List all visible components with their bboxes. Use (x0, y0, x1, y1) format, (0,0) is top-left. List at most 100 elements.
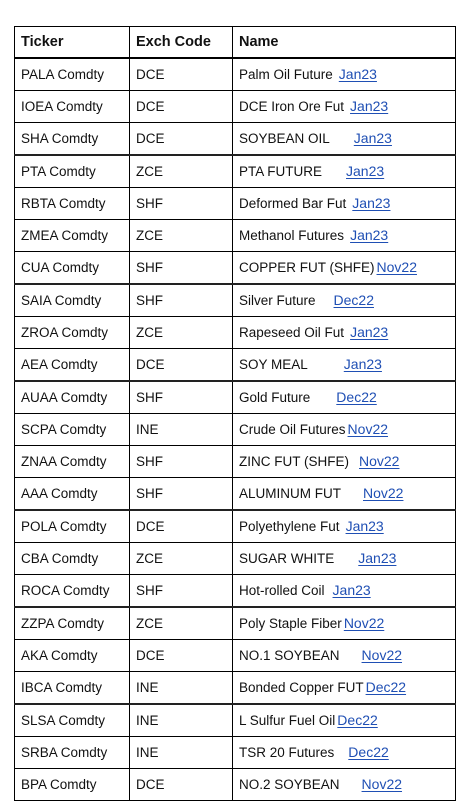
table-row: ZROA Comdty ZCE Rapeseed Oil Fut Jan23 (14, 316, 456, 349)
contract-name: SOYBEAN OIL (239, 131, 330, 146)
cell-name: Bonded Copper FUT Dec22 (232, 671, 456, 705)
contract-month-link[interactable]: Dec22 (333, 292, 374, 308)
cell-exch-code: SHF (129, 187, 233, 220)
table-row: CBA Comdty ZCE SUGAR WHITE Jan23 (14, 542, 456, 575)
cell-name: Deformed Bar Fut Jan23 (232, 187, 456, 220)
contract-month-link[interactable]: Nov22 (359, 453, 400, 469)
cell-name: Gold Future Dec22 (232, 380, 456, 414)
table-row: ZNAA Comdty SHF ZINC FUT (SHFE) Nov22 (14, 445, 456, 478)
contract-name: Rapeseed Oil Fut (239, 325, 345, 340)
cell-name: ZINC FUT (SHFE) Nov22 (232, 445, 456, 478)
cell-name: Poly Staple Fiber Nov22 (232, 606, 456, 640)
cell-ticker: ZMEA Comdty (14, 219, 130, 252)
cell-name: Crude Oil Futures Nov22 (232, 413, 456, 446)
cell-exch-code: SHF (129, 251, 233, 285)
cell-ticker: AAA Comdty (14, 477, 130, 511)
cell-ticker: POLA Comdty (14, 509, 130, 543)
table-row: SAIA Comdty SHF Silver Future Dec22 (14, 283, 456, 317)
header-ticker: Ticker (14, 26, 130, 59)
cell-ticker: SRBA Comdty (14, 736, 130, 769)
cell-ticker: ROCA Comdty (14, 574, 130, 608)
table-row: AKA Comdty DCE NO.1 SOYBEAN Nov22 (14, 639, 456, 672)
cell-exch-code: DCE (129, 768, 233, 801)
contract-name: NO.2 SOYBEAN (239, 777, 340, 792)
contract-name: Deformed Bar Fut (239, 196, 347, 211)
cell-ticker: IOEA Comdty (14, 90, 130, 123)
cell-exch-code: DCE (129, 639, 233, 672)
cell-name: SUGAR WHITE Jan23 (232, 542, 456, 575)
table-row: PALA Comdty DCE Palm Oil Future Jan23 (14, 57, 456, 91)
contract-month-link[interactable]: Jan23 (346, 163, 385, 179)
contract-month-link[interactable]: Nov22 (361, 776, 403, 792)
contract-month-link[interactable]: Dec22 (337, 712, 378, 728)
cell-ticker: AEA Comdty (14, 348, 130, 382)
cell-name: NO.2 SOYBEAN Nov22 (232, 768, 456, 801)
cell-ticker: ZNAA Comdty (14, 445, 130, 478)
contract-name: ZINC FUT (SHFE) (239, 454, 349, 469)
contract-name: Polyethylene Fut (239, 519, 340, 534)
cell-exch-code: ZCE (129, 606, 233, 640)
contract-name: ALUMINUM FUT (239, 486, 341, 501)
cell-ticker: PALA Comdty (14, 57, 130, 91)
contract-month-link[interactable]: Jan23 (343, 356, 382, 372)
table-row: AAA Comdty SHF ALUMINUM FUT Nov22 (14, 477, 456, 511)
contract-name: Bonded Copper FUT (239, 680, 364, 695)
cell-exch-code: DCE (129, 348, 233, 382)
cell-exch-code: ZCE (129, 316, 233, 349)
cell-name: TSR 20 Futures Dec22 (232, 736, 456, 769)
contract-name: Hot-rolled Coil (239, 583, 325, 598)
contract-month-link[interactable]: Dec22 (348, 744, 389, 760)
cell-ticker: SCPA Comdty (14, 413, 130, 446)
cell-ticker: IBCA Comdty (14, 671, 130, 705)
table-row: POLA Comdty DCE Polyethylene Fut Jan23 (14, 509, 456, 543)
cell-name: L Sulfur Fuel Oil Dec22 (232, 703, 456, 737)
contract-month-link[interactable]: Nov22 (361, 647, 403, 663)
table-row: BPA Comdty DCE NO.2 SOYBEAN Nov22 (14, 768, 456, 801)
cell-name: COPPER FUT (SHFE) Nov22 (232, 251, 456, 285)
table-row: SLSA Comdty INE L Sulfur Fuel Oil Dec22 (14, 703, 456, 737)
contract-name: COPPER FUT (SHFE) (239, 260, 375, 275)
cell-name: ALUMINUM FUT Nov22 (232, 477, 456, 511)
cell-ticker: AUAA Comdty (14, 380, 130, 414)
table-row: AEA Comdty DCE SOY MEAL Jan23 (14, 348, 456, 382)
contract-name: Poly Staple Fiber (239, 616, 342, 631)
cell-exch-code: SHF (129, 445, 233, 478)
contract-month-link[interactable]: Jan23 (345, 518, 384, 534)
table-row: ZZPA Comdty ZCE Poly Staple Fiber Nov22 (14, 606, 456, 640)
contract-month-link[interactable]: Jan23 (350, 98, 389, 114)
contract-month-link[interactable]: Jan23 (332, 582, 371, 598)
cell-name: Hot-rolled Coil Jan23 (232, 574, 456, 608)
contract-name: Gold Future (239, 390, 311, 405)
cell-exch-code: SHF (129, 477, 233, 511)
cell-name: Silver Future Dec22 (232, 283, 456, 317)
contract-month-link[interactable]: Nov22 (347, 421, 389, 437)
contract-month-link[interactable]: Nov22 (363, 485, 404, 501)
cell-exch-code: DCE (129, 57, 233, 91)
contract-month-link[interactable]: Jan23 (338, 66, 377, 82)
cell-exch-code: ZCE (129, 154, 233, 188)
table-row: RBTA Comdty SHF Deformed Bar Fut Jan23 (14, 187, 456, 220)
futures-table-container: Ticker Exch Code Name PALA Comdty DCE Palm… (14, 26, 456, 801)
contract-name: NO.1 SOYBEAN (239, 648, 340, 663)
cell-exch-code: DCE (129, 509, 233, 543)
contract-name: PTA FUTURE (239, 164, 323, 179)
contract-month-link[interactable]: Jan23 (358, 550, 397, 566)
cell-name: Polyethylene Fut Jan23 (232, 509, 456, 543)
cell-exch-code: SHF (129, 380, 233, 414)
contract-month-link[interactable]: Dec22 (336, 389, 377, 405)
cell-name: NO.1 SOYBEAN Nov22 (232, 639, 456, 672)
header-exch-code: Exch Code (129, 26, 233, 59)
contract-month-link[interactable]: Jan23 (353, 130, 392, 146)
table-body: PALA Comdty DCE Palm Oil Future Jan23 IOEA C… (14, 57, 456, 801)
cell-ticker: CUA Comdty (14, 251, 130, 285)
contract-name: SUGAR WHITE (239, 551, 335, 566)
contract-name: Methanol Futures (239, 228, 345, 243)
contract-month-link[interactable]: Jan23 (352, 195, 391, 211)
contract-month-link[interactable]: Jan23 (350, 227, 389, 243)
contract-month-link[interactable]: Nov22 (343, 615, 385, 631)
cell-exch-code: INE (129, 703, 233, 737)
contract-month-link[interactable]: Jan23 (350, 324, 389, 340)
cell-name: SOY MEAL Jan23 (232, 348, 456, 382)
contract-month-link[interactable]: Nov22 (376, 259, 417, 275)
contract-month-link[interactable]: Dec22 (365, 679, 407, 695)
